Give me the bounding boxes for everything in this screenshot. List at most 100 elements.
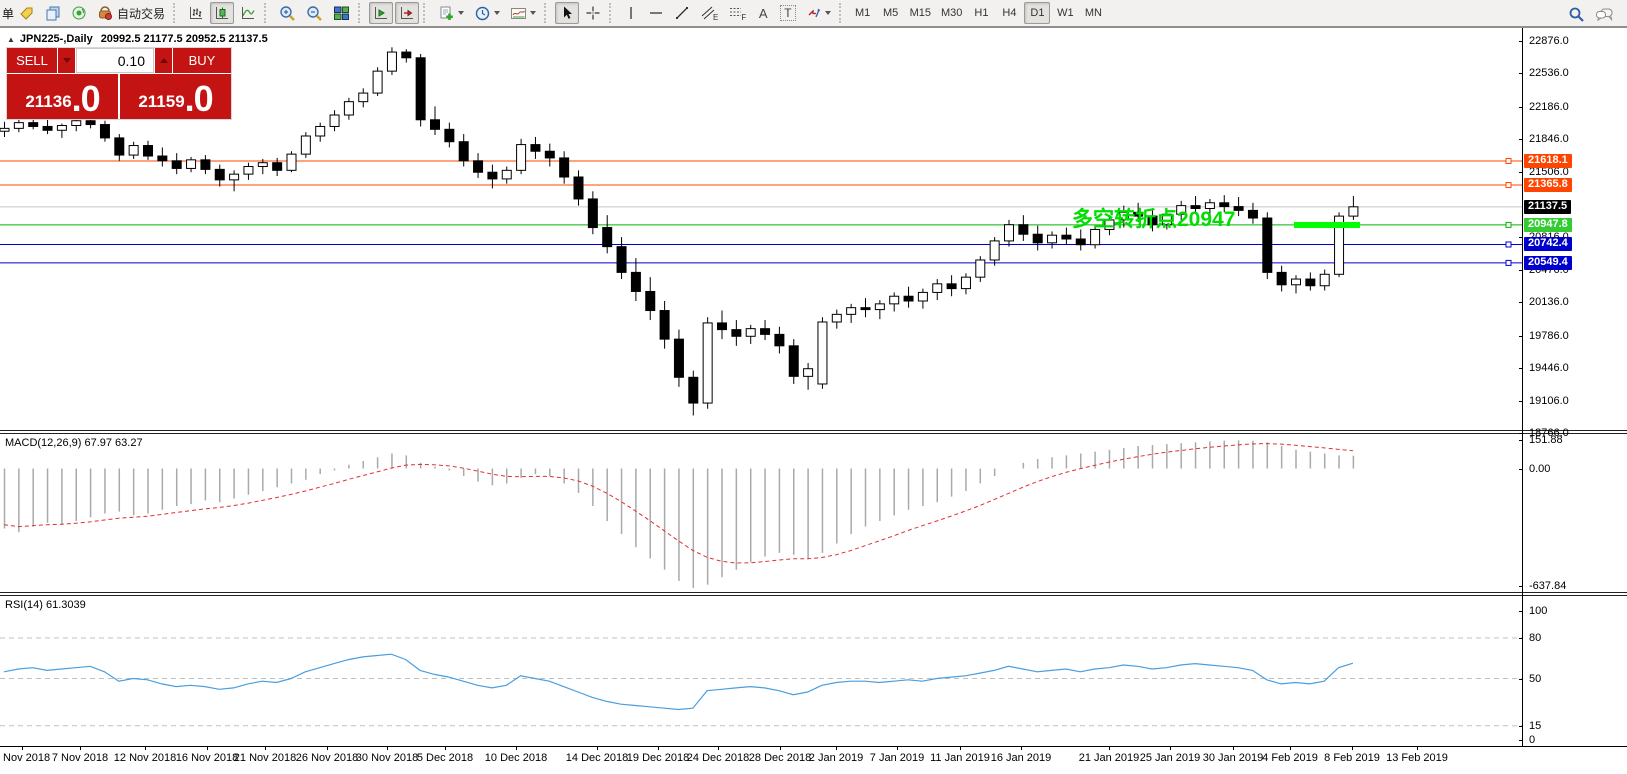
macd-axis-tick [1519,468,1523,470]
candle-down [42,125,53,131]
chart-shift-button[interactable] [395,2,420,24]
resistance-line-handle [1505,157,1512,164]
price-scale-label: 21846.0 [1529,133,1569,146]
channel-button[interactable]: E [696,2,722,24]
date-tick [387,746,388,750]
candle-up [501,169,512,180]
macd-indicator-pane[interactable] [0,434,1522,592]
price-axis[interactable]: 22876.022536.022186.021846.021506.020816… [1519,28,1627,746]
chart-window-button[interactable] [41,2,65,24]
bar-chart-button[interactable] [184,2,208,24]
candle-up [128,145,139,156]
buy-button[interactable]: BUY [173,48,231,73]
crosshair-button[interactable] [581,2,605,24]
horizontal-line-button[interactable] [644,2,668,24]
buy-price-button[interactable]: 21159 .0 [120,74,231,119]
date-label: 14 Dec 2018 [565,752,629,764]
arrows-dropdown[interactable] [802,2,835,24]
price-scale-label: 22536.0 [1529,67,1569,80]
tile-windows-button[interactable] [329,2,354,24]
new-order-button[interactable] [15,2,39,24]
template-icon [511,7,527,19]
timeframe-m1[interactable]: M1 [854,7,871,19]
dropdown-caret [824,11,831,15]
price-tag-icon [20,7,33,20]
candle-down [1018,224,1029,235]
timeframe-w1[interactable]: W1 [1057,7,1074,19]
trendline-button[interactable] [670,2,694,24]
signal-button[interactable] [67,2,91,24]
candle-up [702,322,713,404]
price-scale-label: 20136.0 [1529,296,1569,309]
line-chart-button[interactable] [236,2,260,24]
auto-scroll-button[interactable] [369,2,394,24]
sell-button[interactable]: SELL [7,48,57,73]
volume-input[interactable]: 0.10 [76,48,154,73]
date-label: 28 Dec 2018 [748,752,812,764]
new-order-label[interactable]: 单 [2,6,15,21]
periods-dropdown[interactable] [470,2,504,24]
candle-down [85,120,96,126]
timeframe-m5[interactable]: M5 [882,7,899,19]
fibonacci-button[interactable]: F [724,2,750,24]
timeframe-group: M1 M5 M15 M30 H1 H4 D1 W1 MN [849,2,1108,24]
candle-up [1334,215,1345,275]
candle-down [659,310,670,340]
candle-up [932,283,943,293]
candle-up [1291,278,1301,286]
text-button[interactable]: A [752,2,774,24]
one-click-trading-panel: SELL 0.10 BUY 21136 .0 21159 .0 [6,47,232,120]
signal-icon [72,6,86,20]
date-tick [1021,746,1022,750]
pane-separator[interactable] [0,430,1627,434]
date-tick [1352,746,1353,750]
zoom-in-button[interactable] [275,2,300,24]
rsi-scale-label: 50 [1529,672,1542,685]
candle-down [1233,206,1244,211]
candle-up [1104,219,1115,230]
main-price-chart[interactable] [0,28,1522,430]
candle-down [401,51,412,59]
candle-down [544,150,555,159]
search-button[interactable] [1564,3,1589,25]
timeframe-mn[interactable]: MN [1084,7,1102,19]
date-label: 4 Feb 2019 [1262,752,1318,764]
collapse-panel-icon[interactable]: ▲ [7,34,15,44]
volume-increase-button[interactable] [155,48,172,73]
timeframe-m15[interactable]: M15 [909,7,932,19]
timeframe-h4[interactable]: H4 [1002,7,1017,19]
timeframe-m30[interactable]: M30 [941,7,963,19]
candle-down [530,144,541,152]
volume-decrease-button[interactable] [58,48,75,73]
vertical-line-button[interactable] [620,2,642,24]
timeframe-h1[interactable]: H1 [974,7,989,19]
date-tick [658,746,659,750]
price-axis-tick [1519,171,1523,173]
text-label-button[interactable]: T [776,2,799,24]
date-tick [597,746,598,750]
new-chart-dropdown[interactable] [434,2,468,24]
autotrading-button[interactable]: 自动交易 [93,2,169,24]
templates-dropdown[interactable] [506,2,540,24]
candlestick-chart-button[interactable] [210,2,235,24]
candle-down [1061,234,1072,240]
cursor-button[interactable] [555,2,580,24]
candle-up [300,135,311,155]
price-axis-tick [1519,139,1523,141]
new-chart-icon [440,6,453,20]
candle-up [1004,224,1014,242]
price-scale-label: 22186.0 [1529,100,1569,113]
candle-down [903,295,914,302]
candle-up [1047,234,1058,244]
sell-price-button[interactable]: 21136 .0 [7,74,118,119]
rsi-indicator-pane[interactable] [0,596,1522,746]
pivot-annotation-text[interactable]: 多空转折点20947 [1072,208,1236,231]
date-tick [265,746,266,750]
candle-up [975,259,986,278]
pane-separator[interactable] [0,592,1627,596]
timeframe-d1[interactable]: D1 [1024,2,1051,24]
pivot-highlight-segment[interactable] [1294,221,1360,228]
zoom-out-button[interactable] [302,2,327,24]
chat-button[interactable] [1591,3,1618,25]
